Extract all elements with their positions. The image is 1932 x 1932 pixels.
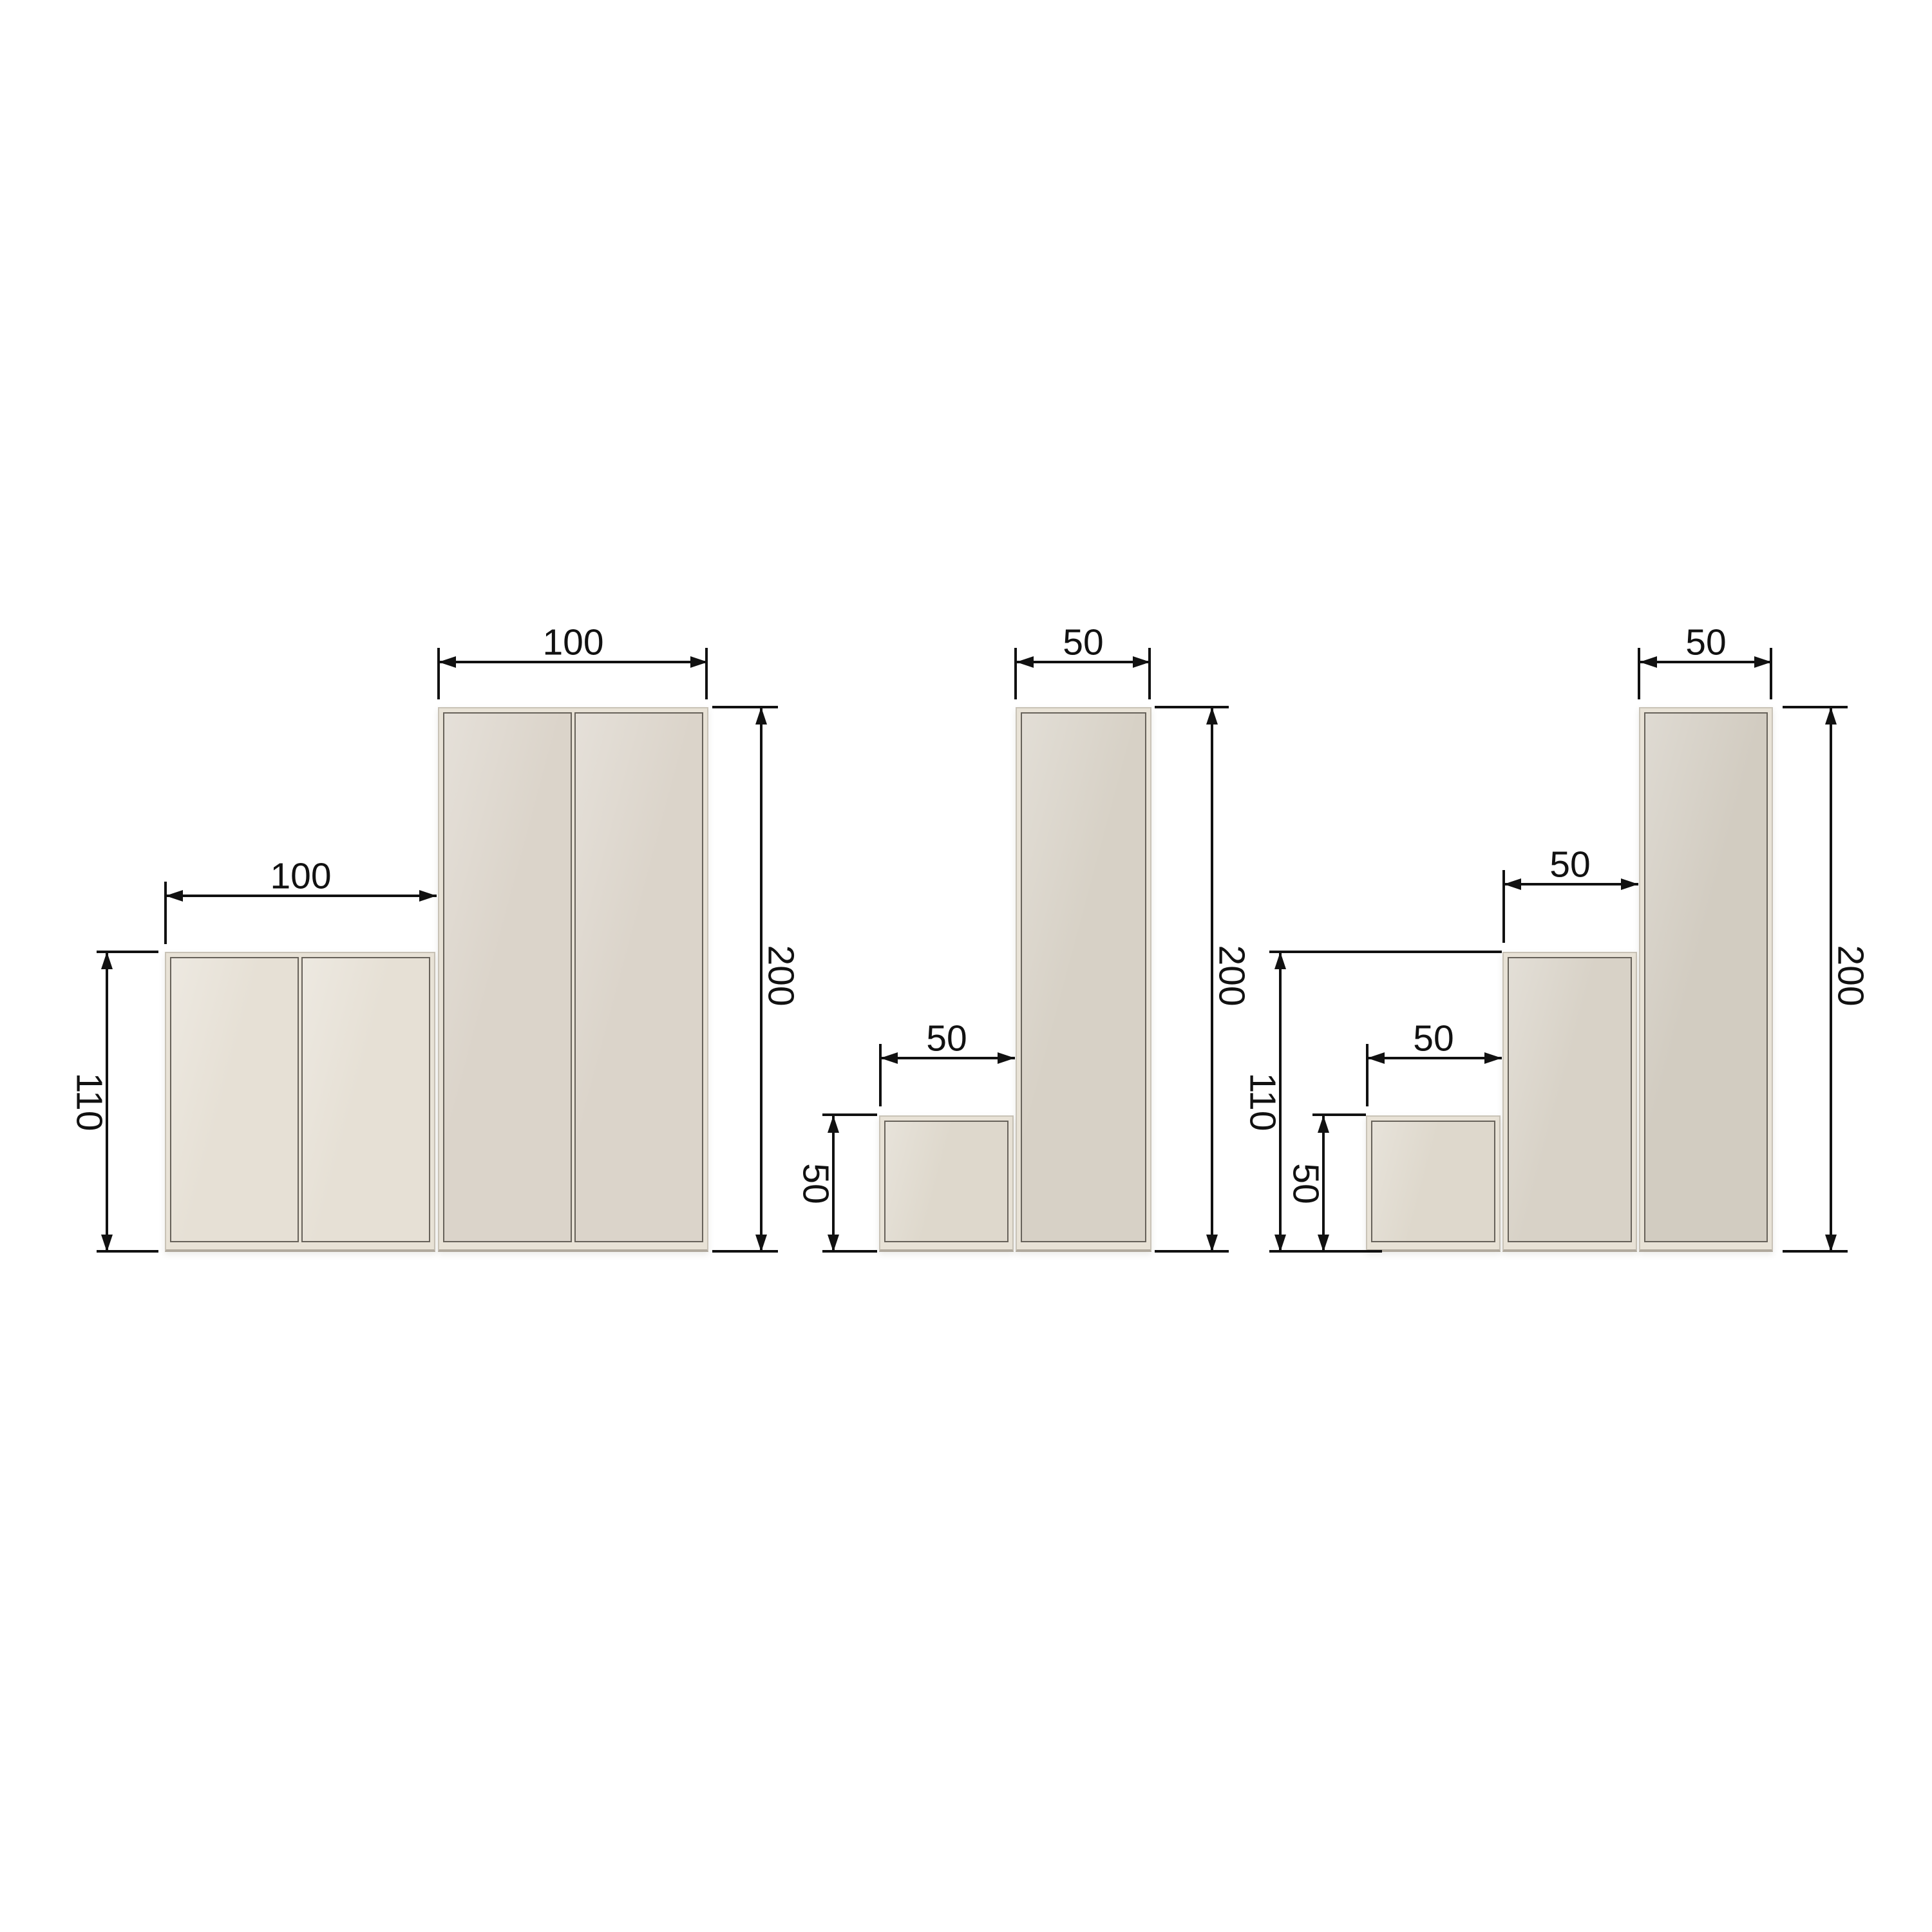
dim-label: 50 <box>1685 621 1727 663</box>
arrowhead-right <box>1754 656 1772 668</box>
dimension-tick <box>1638 648 1640 699</box>
cabinet-right-medium <box>1502 952 1637 1252</box>
arrowhead-right <box>998 1052 1015 1064</box>
cabinet-door <box>884 1121 1009 1242</box>
cabinet-left-tall <box>438 707 708 1252</box>
dimension-line <box>1367 1057 1502 1059</box>
dimension-line <box>1279 952 1282 1252</box>
arrowhead-up <box>1206 707 1218 724</box>
dimension-line <box>1830 707 1832 1252</box>
dimension-line <box>106 952 108 1252</box>
arrowhead-down <box>1318 1235 1329 1252</box>
arrowhead-right <box>1621 878 1638 890</box>
arrowhead-up <box>828 1115 839 1133</box>
arrowhead-left <box>1640 656 1657 668</box>
cabinet-door <box>443 712 572 1242</box>
arrowhead-right <box>419 890 437 902</box>
cabinet-door <box>1644 712 1768 1242</box>
dimension-tick <box>712 706 778 708</box>
arrowhead-up <box>1274 952 1286 969</box>
arrowhead-left <box>166 890 183 902</box>
dim-label: 50 <box>1549 844 1591 886</box>
dimension-tick <box>164 882 167 944</box>
dimension-tick <box>1783 706 1848 708</box>
cabinet-door <box>301 957 430 1242</box>
arrowhead-right <box>1133 656 1150 668</box>
cabinet-middle-tall <box>1016 707 1151 1252</box>
dimension-tick <box>97 1250 158 1253</box>
dimension-tick <box>1770 648 1772 699</box>
dimension-line <box>832 1115 835 1252</box>
cabinet-door <box>1371 1121 1495 1242</box>
dimension-tick <box>437 648 440 699</box>
dim-label: 50 <box>1285 1163 1327 1204</box>
dimension-tick <box>1014 648 1017 699</box>
arrowhead-down <box>1206 1235 1218 1252</box>
dimension-line <box>166 895 437 897</box>
arrowhead-up <box>755 707 767 724</box>
arrowhead-up <box>1318 1115 1329 1133</box>
arrowhead-left <box>439 656 456 668</box>
arrowhead-left <box>1504 878 1521 890</box>
dimension-line <box>1016 661 1150 663</box>
dimension-tick <box>705 648 708 699</box>
arrowhead-down <box>755 1235 767 1252</box>
dim-label: 100 <box>270 855 332 897</box>
dim-label: 200 <box>1830 945 1871 1007</box>
dimension-tick <box>1366 1044 1368 1106</box>
dimension-tick <box>1155 706 1229 708</box>
arrowhead-right <box>1484 1052 1502 1064</box>
cabinet-door <box>1021 712 1146 1242</box>
dim-label: 50 <box>926 1018 967 1059</box>
arrowhead-down <box>1825 1235 1837 1252</box>
dim-label: 50 <box>1413 1018 1454 1059</box>
dimension-tick <box>712 1250 778 1253</box>
arrowhead-left <box>1016 656 1034 668</box>
arrowhead-up <box>1825 707 1837 724</box>
arrowhead-left <box>1367 1052 1385 1064</box>
cabinet-door <box>170 957 299 1242</box>
cabinet-middle-small <box>879 1115 1014 1252</box>
cabinet-door <box>1508 957 1632 1242</box>
dimension-tick <box>822 1250 877 1253</box>
dimension-line <box>1504 883 1638 886</box>
dim-label: 110 <box>1242 1072 1283 1132</box>
dimension-line <box>439 661 708 663</box>
dim-label: 50 <box>1063 621 1104 663</box>
dimension-tick <box>879 1044 882 1106</box>
dimension-line <box>760 707 762 1252</box>
dim-label: 100 <box>542 621 604 663</box>
dimension-line <box>1211 707 1213 1252</box>
dimension-line <box>1640 661 1772 663</box>
arrowhead-down <box>1274 1235 1286 1252</box>
dimension-tick <box>1312 1113 1366 1116</box>
dimension-tick <box>822 1113 877 1116</box>
arrowhead-down <box>101 1235 113 1252</box>
cabinet-right-small <box>1366 1115 1501 1252</box>
arrowhead-up <box>101 952 113 969</box>
cabinet-door <box>574 712 703 1242</box>
dimension-tick <box>1155 1250 1229 1253</box>
dimension-line <box>880 1057 1015 1059</box>
dimension-tick <box>97 951 158 953</box>
cabinet-left-small <box>165 952 435 1252</box>
dimension-tick <box>1502 870 1505 943</box>
arrowhead-right <box>690 656 708 668</box>
dimension-tick <box>1783 1250 1848 1253</box>
dimension-tick <box>1148 648 1151 699</box>
arrowhead-down <box>828 1235 839 1252</box>
arrowhead-left <box>880 1052 898 1064</box>
cabinet-right-tall <box>1639 707 1773 1252</box>
dimension-tick <box>1269 951 1502 953</box>
dimension-line <box>1322 1115 1325 1252</box>
